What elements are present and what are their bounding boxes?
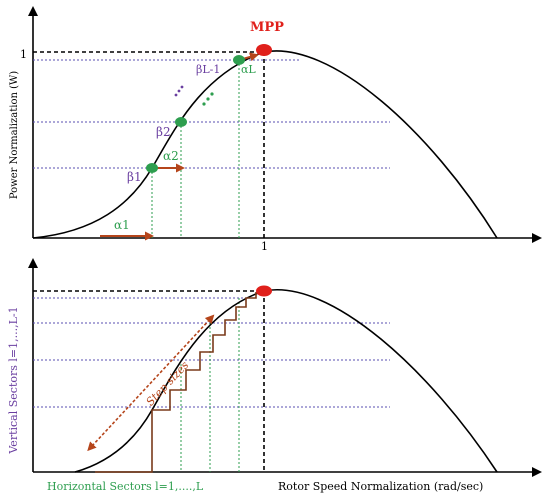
bottom-x-axis-label: Rotor Speed Normalization (rad/sec) bbox=[278, 480, 483, 493]
top-alpha-L-label: αL bbox=[241, 63, 256, 76]
top-alpha-2-label: α2 bbox=[163, 149, 179, 163]
bottom-panel: Step sizes Vertical Sectors l=1,...,L-1 … bbox=[7, 258, 542, 493]
bottom-mpp-marker bbox=[256, 285, 272, 297]
top-operating-point-3 bbox=[233, 55, 245, 65]
top-continuation-dots-green bbox=[202, 92, 214, 106]
top-beta-2-label: β2 bbox=[156, 125, 171, 139]
top-beta-L1-label: βL-1 bbox=[196, 63, 220, 76]
top-operating-point-1 bbox=[146, 163, 158, 173]
top-power-curve bbox=[32, 50, 498, 239]
top-beta-1-label: β1 bbox=[127, 170, 142, 184]
top-alpha-1-label: α1 bbox=[114, 218, 130, 232]
bottom-y-axis-label: Vertical Sectors l=1,...,L-1 bbox=[7, 306, 20, 454]
bottom-step-sizes-arrow bbox=[87, 314, 215, 452]
top-y-tick-1: 1 bbox=[20, 48, 27, 61]
top-continuation-dots-purple bbox=[174, 85, 184, 97]
top-mpp-marker bbox=[256, 44, 272, 56]
bottom-power-curve bbox=[74, 289, 498, 473]
top-y-axis-label: Power Normalization (W) bbox=[9, 71, 20, 199]
top-mpp-label: MPP bbox=[250, 20, 284, 35]
bottom-horizontal-sectors-label: Horizontal Sectors l=1,....,L bbox=[47, 480, 204, 493]
top-x-tick-1: 1 bbox=[261, 240, 268, 253]
top-panel: MPP 1 1 α1 α2 αL β1 β2 βL-1 Power Normal… bbox=[9, 6, 542, 253]
top-operating-point-2 bbox=[175, 117, 187, 127]
